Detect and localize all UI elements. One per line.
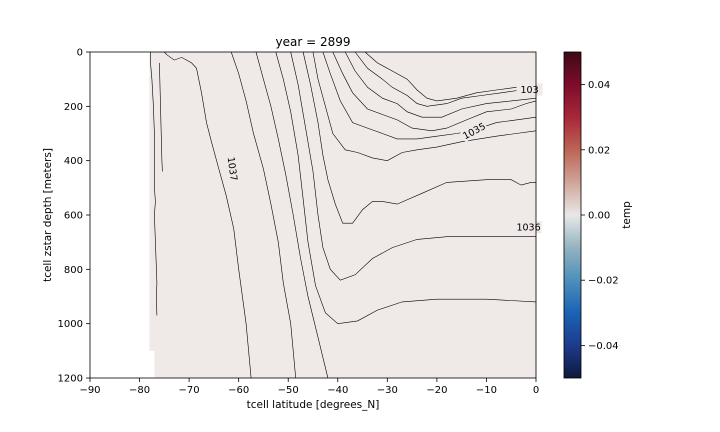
contour-layer	[150, 51, 537, 379]
contour-line-1	[159, 62, 163, 172]
fill-layer	[149, 52, 536, 378]
y-axis: 0 200 400 600 800 1000 1200	[58, 48, 90, 385]
field-fill-1	[154, 52, 536, 378]
x-tick-label-7: −20	[426, 385, 447, 396]
colorbar-tick-label-4: 0.04	[588, 80, 610, 91]
colorbar-tick-label-0: −0.04	[588, 341, 619, 352]
colorbar-label: temp	[621, 201, 633, 229]
colorbar-tick-label-1: −0.02	[588, 276, 619, 287]
colorbar-gradient	[563, 51, 582, 379]
y-tick-label-1: 200	[64, 102, 83, 113]
contour-line-0	[150, 52, 158, 316]
contour-label-bg-0	[224, 155, 241, 183]
x-tick-label-8: −10	[476, 385, 497, 396]
x-tick-label-3: −60	[228, 385, 249, 396]
y-tick-label-4: 800	[64, 265, 83, 276]
x-tick-label-2: −70	[179, 385, 200, 396]
colorbar-tick-label-3: 0.02	[588, 145, 610, 156]
contour-line-8	[312, 51, 537, 162]
y-axis-label: tcell zstar depth [meters]	[42, 148, 54, 282]
contour-line-11	[344, 51, 537, 118]
contour-line-9	[322, 51, 537, 140]
colorbar-tick-label-2: 0.00	[588, 211, 610, 222]
contour-label-bg-2	[515, 221, 542, 234]
contour-label-bg-1	[459, 119, 489, 143]
y-tick-label-5: 1000	[58, 319, 83, 330]
contour-label-0: 1037	[225, 156, 239, 181]
colorbar-ticks: −0.04 −0.02 0.00 0.02 0.04	[581, 80, 619, 352]
contour-label-3: 103	[520, 85, 538, 96]
x-axis: −90 −80 −70 −60 −50 −40 −30 −20 −10 0	[79, 378, 539, 396]
contour-line-13	[364, 51, 537, 102]
contour-line-2	[164, 51, 252, 379]
x-tick-label-9: 0	[533, 385, 539, 396]
colorbar: −0.04 −0.02 0.00 0.02 0.04 temp	[563, 51, 633, 379]
x-axis-label: tcell latitude [degrees_N]	[247, 399, 380, 411]
y-tick-label-2: 400	[64, 156, 83, 167]
contour-line-5	[275, 51, 537, 325]
y-tick-label-3: 600	[64, 211, 83, 222]
contour-line-3	[230, 51, 296, 379]
contour-line-6	[290, 51, 536, 281]
field-fill-0	[149, 52, 155, 351]
contour-line-7	[302, 51, 536, 224]
contour-line-4	[255, 51, 329, 379]
contour-line-12	[354, 51, 537, 107]
y-tick-label-0: 0	[77, 48, 83, 59]
x-tick-label-4: −50	[278, 385, 299, 396]
x-tick-label-6: −30	[377, 385, 398, 396]
contour-line-10	[332, 51, 537, 132]
chart-title: year = 2899	[276, 35, 351, 49]
y-tick-label-6: 1200	[58, 374, 83, 385]
x-tick-label-5: −40	[327, 385, 348, 396]
x-tick-label-1: −80	[129, 385, 150, 396]
contour-label-2: 1036	[516, 223, 540, 234]
x-tick-label-0: −90	[79, 385, 100, 396]
